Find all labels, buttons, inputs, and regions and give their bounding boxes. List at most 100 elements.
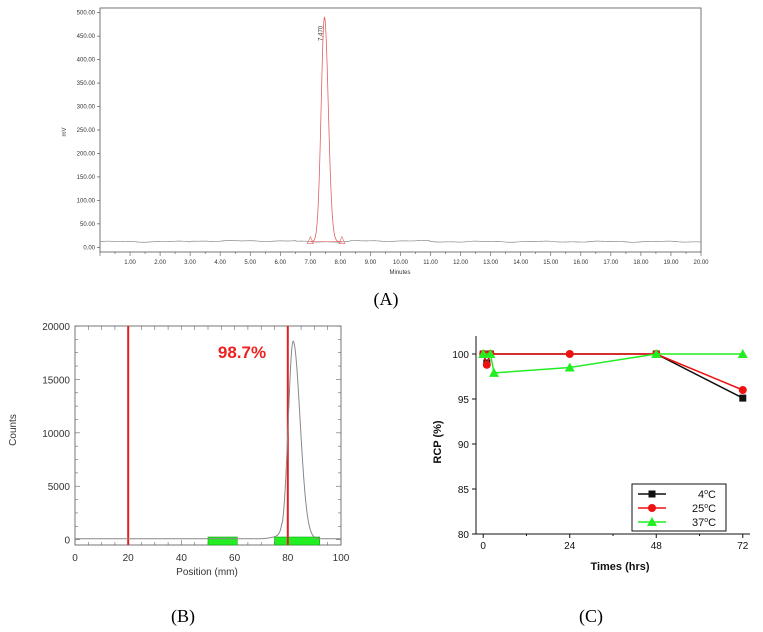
- chromatogram-x-tick-label: 1.00: [124, 260, 136, 266]
- chromatogram-x-tick-label: 15.00: [543, 260, 559, 266]
- radio-tlc-y-tick-label: 20000: [42, 322, 70, 333]
- radio-tlc-y-axis-label: Counts: [8, 414, 19, 446]
- chromatogram-x-tick-label: 6.00: [274, 260, 286, 266]
- legend-degree-mark: o: [704, 517, 708, 524]
- chromatogram-panel: 0.00 50.00 100.00 150.00 200.00 250.00 300.00 3…: [62, 7, 709, 276]
- legend-temp-value: 37: [692, 517, 704, 529]
- legend-degree-mark: o: [704, 503, 708, 510]
- legend-marker: [648, 504, 656, 512]
- series-line: [482, 353, 744, 391]
- chromatogram-x-tick-label: 5.00: [244, 260, 256, 266]
- chromatogram-y-tick-label: 100.00: [77, 198, 96, 204]
- chromatogram-x-tick-label: 12.00: [453, 260, 469, 266]
- legend-unit: C: [708, 503, 716, 515]
- chromatogram-x-tick-label: 20.00: [693, 260, 709, 266]
- chromatogram-x-tick-label: 17.00: [603, 260, 619, 266]
- chromatogram-x-tick-label: 9.00: [365, 260, 377, 266]
- panel-b-label: (B): [171, 606, 195, 627]
- chromatogram-x-tick-label: 13.00: [483, 260, 499, 266]
- roi-bar: [207, 536, 238, 546]
- chromatogram-y-tick-label: 0.00: [83, 245, 95, 251]
- legend-unit: C: [708, 489, 716, 501]
- legend-label: 4oC: [698, 489, 716, 501]
- stability-y-tick-label: 90: [458, 440, 470, 451]
- integration-marker: [338, 235, 346, 244]
- chromatogram-baseline-line: [99, 240, 702, 243]
- legend-label: 37oC: [692, 517, 716, 529]
- stability-axes: 80 85 90 95 100 0 24 48 72: [452, 336, 750, 552]
- chromatogram-y-tick-label: 400.00: [77, 58, 96, 64]
- chromatogram-axes: 0.00 50.00 100.00 150.00 200.00 250.00 300.00 3…: [77, 7, 709, 266]
- chromatogram-x-tick-label: 8.00: [335, 260, 347, 266]
- stability-y-tick-label: 80: [458, 530, 470, 541]
- stability-series: [478, 349, 748, 402]
- chromatogram-x-tick-label: 2.00: [154, 260, 166, 266]
- chromatogram-y-tick-label: 300.00: [77, 105, 96, 111]
- legend-temp-value: 4: [698, 489, 704, 501]
- radio-tlc-y-tick-label: 0: [64, 536, 70, 547]
- chromatogram-y-axis-label: mV: [62, 128, 68, 137]
- series-line: [483, 353, 743, 374]
- series-marker: [737, 349, 748, 358]
- stability-y-tick-label: 95: [458, 395, 470, 406]
- roi-bar: [274, 536, 321, 546]
- peak-retention-label: 7.470: [318, 25, 324, 41]
- stability-x-axis-label: Times (hrs): [590, 561, 649, 573]
- radio-tlc-x-tick-label: 0: [72, 553, 78, 564]
- radio-tlc-x-tick-label: 20: [123, 553, 135, 564]
- radio-tlc-trace-line: [75, 340, 341, 540]
- chromatogram-x-tick-label: 10.00: [393, 260, 409, 266]
- radio-tlc-y-tick-label: 10000: [42, 429, 70, 440]
- radio-tlc-y-tick-label: 5000: [48, 482, 71, 493]
- legend-unit: C: [708, 517, 716, 529]
- radio-tlc-x-tick-label: 60: [229, 553, 241, 564]
- chromatogram-y-tick-label: 150.00: [77, 175, 96, 181]
- radio-tlc-x-tick-label: 40: [176, 553, 188, 564]
- stability-x-tick-label: 48: [651, 541, 663, 552]
- chromatogram-peak-line: [310, 16, 342, 243]
- stability-y-tick-label: 85: [458, 485, 470, 496]
- chromatogram-x-tick-label: 16.00: [573, 260, 589, 266]
- panel-c-label: (C): [579, 606, 603, 627]
- chromatogram-x-tick-label: 7.00: [305, 260, 317, 266]
- chromatogram-x-axis-label: Minutes: [389, 270, 410, 276]
- legend-temp-value: 25: [692, 503, 704, 515]
- series-marker: [485, 349, 496, 358]
- series-marker: [738, 386, 747, 394]
- chromatogram-x-tick-label: 14.00: [513, 260, 529, 266]
- radio-tlc-marks: [75, 326, 341, 546]
- integration-marker: [306, 235, 314, 244]
- series-marker: [565, 350, 574, 358]
- chromatogram-x-tick-label: 19.00: [663, 260, 679, 266]
- chromatogram-y-tick-label: 350.00: [77, 81, 96, 87]
- stability-x-tick-label: 72: [737, 541, 749, 552]
- series-marker: [739, 394, 747, 402]
- chromatogram-y-tick-label: 500.00: [77, 11, 96, 17]
- stability-y-tick-label: 100: [452, 350, 469, 361]
- chromatogram-x-tick-label: 3.00: [184, 260, 196, 266]
- chromatogram-y-tick-label: 450.00: [77, 34, 96, 40]
- series-marker: [478, 349, 489, 358]
- series-marker: [564, 362, 575, 372]
- chromatogram-trace: [99, 16, 702, 244]
- panel-a-label: (A): [374, 289, 399, 310]
- series-marker: [482, 360, 491, 369]
- radio-tlc-axes: 0 20 40 60 80 100 0 5000 10000 15000 20000: [42, 322, 350, 564]
- stability-y-axis-label: RCP (%): [432, 420, 444, 464]
- chromatogram-y-tick-label: 200.00: [77, 151, 96, 157]
- stability-x-tick-label: 24: [564, 541, 576, 552]
- chromatogram-plot-frame: [99, 7, 702, 253]
- radiochemical-purity-annotation: 98.7%: [218, 343, 266, 362]
- stability-panel: 80 85 90 95 100 0 24 48 72 RCP (%) Times (hrs) 4…: [432, 336, 750, 573]
- radio-tlc-x-axis-label: Position (mm): [176, 567, 238, 578]
- legend-degree-mark: o: [704, 489, 708, 496]
- chromatogram-x-tick-label: 11.00: [423, 260, 438, 266]
- series-marker: [489, 367, 500, 377]
- chromatogram-x-tick-label: 18.00: [633, 260, 649, 266]
- legend-marker: [647, 517, 657, 526]
- stability-x-tick-label: 0: [480, 541, 486, 552]
- legend-marker: [648, 490, 656, 498]
